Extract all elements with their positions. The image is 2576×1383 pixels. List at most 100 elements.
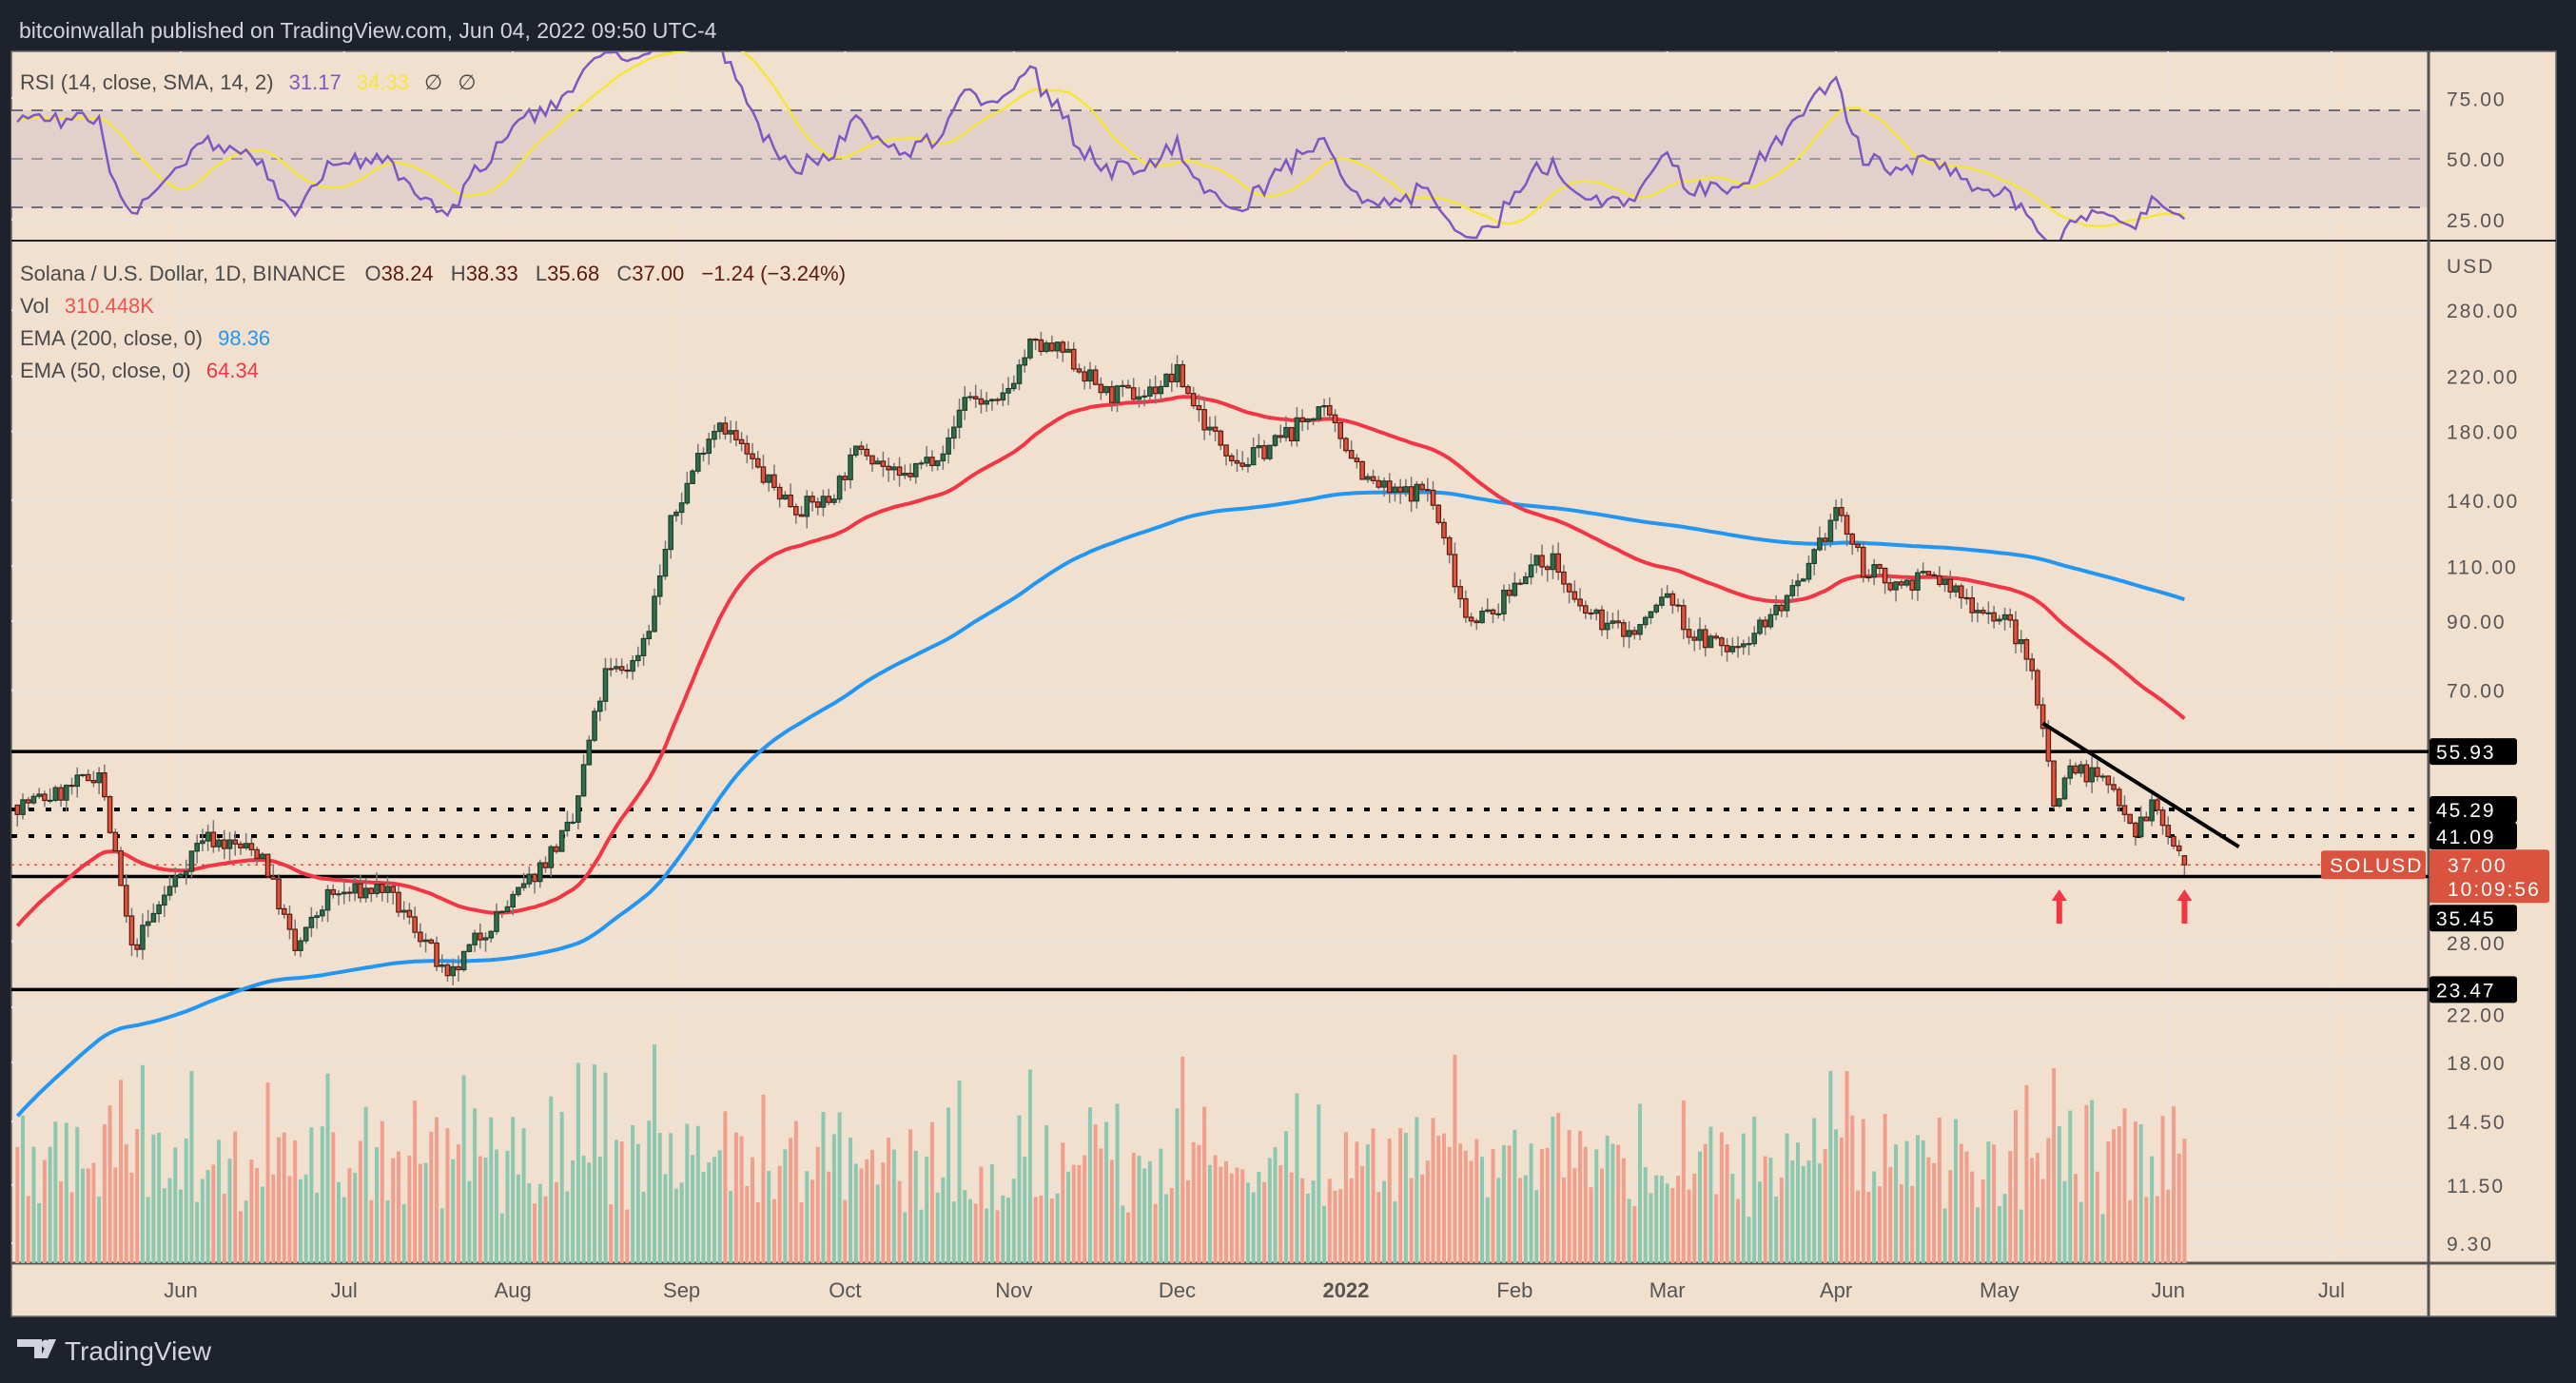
candle[interactable] (1321, 399, 1327, 417)
candle[interactable] (1032, 338, 1039, 350)
candle[interactable] (2039, 697, 2046, 738)
candle[interactable] (112, 828, 119, 854)
candle[interactable] (80, 773, 86, 778)
candle[interactable] (1528, 553, 1534, 585)
candle[interactable] (1877, 563, 1883, 575)
candle[interactable] (248, 837, 255, 857)
candle[interactable] (662, 540, 669, 580)
candle[interactable] (1435, 504, 1442, 525)
candle[interactable] (504, 900, 511, 914)
candle[interactable] (1681, 598, 1687, 640)
candle[interactable] (390, 884, 397, 905)
candle[interactable] (1359, 460, 1365, 480)
candle[interactable] (226, 831, 233, 861)
candle[interactable] (456, 955, 461, 983)
candle[interactable] (58, 784, 64, 808)
candle[interactable] (36, 788, 42, 799)
candle[interactable] (1446, 535, 1453, 564)
candle[interactable] (1332, 409, 1338, 433)
candle[interactable] (2149, 794, 2155, 827)
candle[interactable] (1762, 615, 1768, 635)
candle[interactable] (2023, 637, 2030, 672)
candle[interactable] (1370, 469, 1376, 484)
candle[interactable] (902, 464, 908, 479)
candle[interactable] (694, 443, 701, 475)
candle[interactable] (1708, 633, 1714, 649)
drawings[interactable] (2041, 721, 2240, 924)
candle[interactable] (216, 838, 222, 852)
candle[interactable] (156, 901, 162, 923)
candle[interactable] (722, 416, 729, 440)
candle[interactable] (1196, 394, 1202, 422)
candle[interactable] (1212, 416, 1219, 442)
candle[interactable] (368, 886, 375, 903)
candle[interactable] (2133, 821, 2138, 846)
candle[interactable] (1473, 618, 1480, 631)
candle[interactable] (1903, 577, 1910, 588)
candle[interactable] (635, 646, 641, 668)
candle[interactable] (1114, 384, 1121, 413)
candle[interactable] (826, 488, 831, 506)
candle[interactable] (548, 845, 555, 877)
candle[interactable] (793, 503, 799, 524)
candle[interactable] (1963, 588, 1970, 605)
candle[interactable] (678, 492, 685, 525)
candle[interactable] (558, 829, 565, 852)
candle[interactable] (482, 932, 489, 952)
candle[interactable] (624, 664, 631, 679)
candle[interactable] (836, 474, 843, 503)
candle[interactable] (1697, 617, 1703, 650)
candle[interactable] (466, 943, 473, 953)
candle[interactable] (1805, 555, 1812, 583)
candle[interactable] (302, 926, 309, 945)
candle[interactable] (640, 633, 647, 666)
up-arrow-icon[interactable] (2051, 889, 2067, 924)
candle[interactable] (1087, 361, 1093, 390)
candle[interactable] (1789, 578, 1796, 603)
candle[interactable] (47, 788, 53, 804)
candle[interactable] (592, 708, 597, 743)
candle[interactable] (183, 859, 189, 885)
candle[interactable] (1365, 473, 1371, 483)
candle[interactable] (2105, 775, 2112, 794)
candle[interactable] (162, 886, 167, 918)
candle[interactable] (1637, 624, 1643, 641)
candle[interactable] (2116, 786, 2122, 812)
candle[interactable] (444, 961, 451, 983)
candle[interactable] (554, 844, 559, 854)
candle[interactable] (907, 463, 913, 481)
candle[interactable] (2143, 811, 2150, 822)
candle[interactable] (1860, 540, 1866, 583)
candle[interactable] (1022, 349, 1028, 373)
candle[interactable] (2171, 835, 2176, 849)
candle[interactable] (1027, 338, 1033, 360)
candle[interactable] (1408, 477, 1415, 513)
candle[interactable] (602, 657, 609, 711)
candle[interactable] (1490, 608, 1496, 624)
candle[interactable] (20, 793, 26, 820)
candle[interactable] (1245, 457, 1251, 473)
candle[interactable] (1811, 547, 1818, 575)
candle[interactable] (1430, 480, 1436, 510)
candle[interactable] (1735, 636, 1741, 658)
candle[interactable] (188, 850, 195, 880)
horizontal-levels[interactable] (11, 750, 2429, 992)
candle[interactable] (1010, 375, 1017, 392)
candle[interactable] (858, 440, 865, 456)
candle[interactable] (412, 906, 418, 939)
candle[interactable] (782, 491, 789, 500)
candle[interactable] (472, 929, 478, 952)
candle[interactable] (1898, 579, 1904, 590)
candle[interactable] (1082, 365, 1087, 390)
candle[interactable] (1506, 584, 1512, 604)
candle[interactable] (608, 657, 614, 677)
candle[interactable] (2176, 840, 2182, 857)
candle[interactable] (1653, 603, 1660, 614)
candle[interactable] (270, 864, 277, 881)
candle[interactable] (1168, 362, 1175, 393)
candle[interactable] (1920, 562, 1926, 576)
candle[interactable] (1958, 583, 1964, 609)
candle[interactable] (652, 588, 657, 633)
candle[interactable] (2111, 776, 2117, 792)
candle[interactable] (1424, 477, 1431, 502)
